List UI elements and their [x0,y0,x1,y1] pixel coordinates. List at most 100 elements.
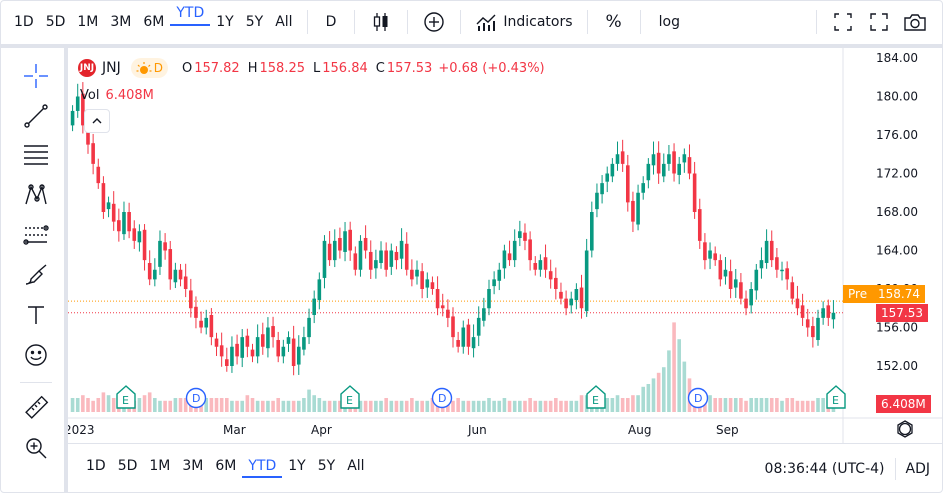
text-tool-icon[interactable] [18,298,54,332]
range-5d[interactable]: 5D [45,14,66,30]
time-label: 2023 [68,423,95,437]
range-1m[interactable]: 1M [77,14,99,30]
volume-bar [487,398,491,412]
range-1y[interactable]: 1Y [216,14,234,30]
bottom-range-5d[interactable]: 5D [117,458,138,474]
volume-bar [605,398,610,412]
indicators-button[interactable]: Indicators [469,0,578,44]
candle-body [163,242,167,251]
candlestick-icon[interactable] [363,0,399,44]
candle-body [682,154,687,163]
candle-body [692,173,697,212]
range-all[interactable]: All [275,14,293,30]
crosshair-icon[interactable] [18,59,54,93]
price-tick-label: 156.00 [876,321,918,335]
volume-bar [482,400,486,412]
candle-body [260,334,265,347]
add-compare-icon[interactable] [416,0,452,44]
candle-body [795,298,800,309]
earnings-marker [826,385,846,409]
candle-body [168,249,173,280]
range-5y[interactable]: 5Y [245,14,264,30]
candle-body [358,240,363,270]
volume-bar [625,398,630,412]
candle-body [194,306,198,318]
percent-scale-button[interactable]: % [605,12,622,32]
candle-body [805,319,810,328]
fullscreen-icon[interactable] [861,0,897,44]
bottom-range-1m[interactable]: 1M [149,458,171,474]
bottom-range-3m[interactable]: 3M [182,458,204,474]
interval-button[interactable]: D [325,14,337,30]
range-6m[interactable]: 6M [143,14,165,30]
volume-bar [733,398,738,412]
zoom-in-icon[interactable] [18,431,54,465]
range-ytd[interactable]: YTD [170,2,211,26]
last-price-label: 157.53 [876,304,928,322]
range-3m[interactable]: 3M [110,14,132,30]
volume-bar [780,400,784,412]
time-label: Sep [716,423,739,437]
forecast-icon[interactable] [18,218,54,252]
ohlc-value-h: 158.25 [259,60,306,76]
fib-retracement-icon[interactable] [18,138,54,172]
candle-body [476,317,481,336]
bottom-range-1d[interactable]: 1D [86,458,106,474]
pre-value: 158.74 [878,287,920,301]
emoji-icon[interactable] [18,338,54,372]
settings-icon[interactable] [898,422,912,436]
candle-body [703,242,707,261]
clock[interactable]: 08:36:44 (UTC-4) [764,460,885,477]
bottom-range-6m[interactable]: 6M [215,458,237,474]
bottom-range-5y[interactable]: 5Y [317,458,336,474]
candle-body [291,338,296,366]
ruler-icon[interactable] [18,391,54,425]
candle-body [697,209,702,241]
volume-axis-label: 6.408M [876,395,931,413]
volume-bar [389,400,394,412]
candle-body [492,279,496,287]
bottom-range-ytd[interactable]: YTD [242,458,283,478]
range-1d[interactable]: 1D [14,14,34,30]
adj-button[interactable]: ADJ [905,460,931,477]
volume-bar [713,398,717,412]
candle-body [435,289,440,309]
bottom-range-all[interactable]: All [347,458,365,474]
camera-icon[interactable] [897,0,933,44]
candle-body [117,220,121,232]
volume-bar [764,398,769,412]
candle-body [625,165,630,203]
log-scale-button[interactable]: log [658,14,681,30]
time-label: Mar [223,423,246,437]
volume-bar [142,395,147,412]
volume-bar [255,400,260,412]
candle-body [317,279,322,301]
bottom-range-1y[interactable]: 1Y [288,458,306,474]
candle-body [147,263,152,280]
time-label: Apr [311,423,332,437]
candle-body [631,200,635,222]
volume-label: Vol [80,88,100,103]
fit-screen-icon[interactable] [825,0,861,44]
collapse-legend-button[interactable] [84,109,110,133]
candle-body [518,231,522,238]
volume-bar [302,398,306,412]
candle-body [502,250,507,269]
candle-body [733,279,738,288]
volume-bar [399,400,404,412]
brush-icon[interactable] [18,258,54,292]
volume-bar [276,398,281,412]
volume-bar [615,395,620,412]
volume-bar [266,400,270,412]
symbol-name[interactable]: JNJ [102,60,121,76]
price-chart[interactable]: 184.00180.00176.00172.00168.00164.00160.… [68,48,943,443]
volume-bar [230,400,234,412]
chart-pane[interactable]: 184.00180.00176.00172.00168.00164.00160.… [68,48,943,443]
trend-line-icon[interactable] [18,99,54,133]
volume-bar [656,372,661,412]
volume-bar [533,400,538,412]
volume-bar [250,398,255,412]
volume-bar [368,400,373,412]
indicators-icon [476,14,496,31]
pattern-icon[interactable] [18,178,54,212]
